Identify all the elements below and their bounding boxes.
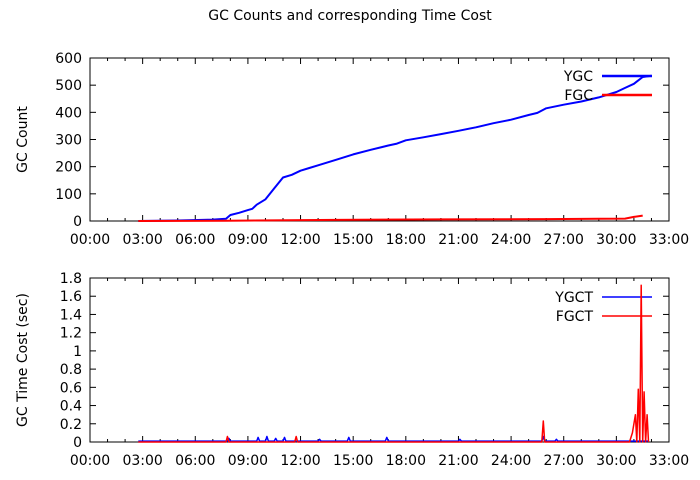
- x-tick-label: 30:00: [596, 453, 636, 469]
- x-tick-label: 12:00: [280, 232, 320, 248]
- series-line-ygct: [138, 435, 649, 442]
- x-tick-label: 06:00: [175, 232, 215, 248]
- y-axis-label: GC Count: [15, 106, 31, 173]
- x-tick-label: 24:00: [491, 453, 531, 469]
- y-tick-label: 300: [55, 133, 82, 149]
- legend-label-fgct: FGCT: [556, 309, 594, 325]
- x-tick-label: 06:00: [175, 453, 215, 469]
- y-tick-label: 1.6: [60, 289, 82, 305]
- series-line-fgct: [138, 284, 650, 443]
- y-axis-label: GC Time Cost (sec): [15, 293, 31, 427]
- x-tick-label: 33:00: [649, 453, 689, 469]
- x-tick-label: 24:00: [491, 232, 531, 248]
- x-tick-label: 27:00: [544, 232, 584, 248]
- y-tick-label: 0: [73, 435, 82, 451]
- y-tick-label: 1.2: [60, 326, 82, 342]
- y-tick-label: 600: [55, 51, 82, 67]
- x-tick-label: 27:00: [544, 453, 584, 469]
- x-tick-label: 15:00: [333, 453, 373, 469]
- y-tick-label: 0: [73, 214, 82, 230]
- y-tick-label: 200: [55, 160, 82, 176]
- x-tick-label: 03:00: [122, 453, 162, 469]
- series-line-fgc: [138, 214, 643, 222]
- x-tick-label: 18:00: [386, 453, 426, 469]
- x-tick-label: 30:00: [596, 232, 636, 248]
- y-tick-label: 0.4: [60, 399, 82, 415]
- legend-label-ygc: YGC: [563, 69, 593, 85]
- y-tick-label: 1.8: [60, 271, 82, 287]
- series-line-ygc: [138, 74, 652, 222]
- legend-label-ygct: YGCT: [554, 290, 593, 306]
- x-tick-label: 03:00: [122, 232, 162, 248]
- x-tick-label: 15:00: [333, 232, 373, 248]
- x-tick-label: 33:00: [649, 232, 689, 248]
- x-tick-label: 21:00: [438, 232, 478, 248]
- chart-title: GC Counts and corresponding Time Cost: [208, 8, 492, 24]
- y-tick-label: 100: [55, 187, 82, 203]
- x-tick-label: 00:00: [70, 453, 110, 469]
- x-tick-label: 09:00: [228, 232, 268, 248]
- y-tick-label: 0.6: [60, 380, 82, 396]
- legend-label-fgc: FGC: [564, 88, 593, 104]
- y-tick-label: 400: [55, 105, 82, 121]
- x-tick-label: 21:00: [438, 453, 478, 469]
- y-tick-label: 500: [55, 78, 82, 94]
- x-tick-label: 18:00: [386, 232, 426, 248]
- x-tick-label: 12:00: [280, 453, 320, 469]
- y-tick-label: 1.4: [60, 307, 82, 323]
- x-tick-label: 00:00: [70, 232, 110, 248]
- y-tick-label: 1: [73, 344, 82, 360]
- x-tick-label: 09:00: [228, 453, 268, 469]
- y-tick-label: 0.2: [60, 417, 82, 433]
- y-tick-label: 0.8: [60, 362, 82, 378]
